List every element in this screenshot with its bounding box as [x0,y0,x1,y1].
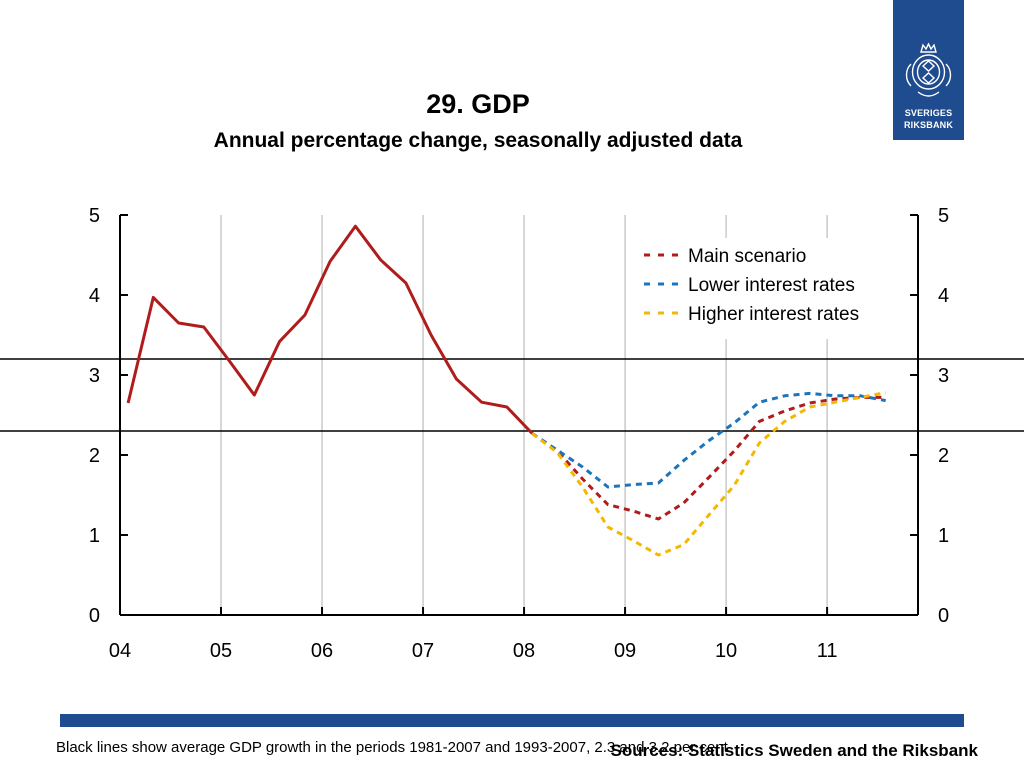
y-tick-label-right: 0 [938,605,949,627]
logo-line-2: RIKSBANK [903,120,954,130]
x-tick-label: 09 [614,640,636,662]
series-line-lower-interest-rates [531,391,886,489]
series-line-higher-interest-rates [531,391,886,557]
riksbank-logo: SVERIGES RIKSBANK [893,0,964,140]
y-tick-label-left: 3 [89,365,100,387]
x-tick-label: 05 [210,640,232,662]
x-tick-label: 06 [311,640,333,662]
source-note: Sources: Statistics Sweden and the Riksb… [610,741,978,760]
x-tick-label: 04 [109,640,131,662]
chart-title: 29. GDP [426,89,530,119]
y-tick-label-right: 5 [938,205,949,227]
footnote: Black lines show average GDP growth in t… [56,739,728,756]
legend-label: Lower interest rates [688,275,855,296]
x-tick-label: 07 [412,640,434,662]
logo-line-1: SVERIGES [904,108,953,118]
reference-lines [0,358,1024,432]
chart-subtitle: Annual percentage change, seasonally adj… [213,129,743,152]
y-tick-label-right: 3 [938,365,949,387]
legend-label: Main scenario [688,246,806,267]
y-tick-label-left: 4 [89,285,100,307]
axes: 0 01 12 23 34 45 504 05 06 07 08 09 10 11 [89,205,949,662]
series-layer [126,224,886,557]
legend: Main scenario Lower interest rates Higher … [628,238,900,339]
gdp-line-chart: 0 01 12 23 34 45 504 05 06 07 08 09 10 11 Main scenar… [0,205,1024,662]
x-tick-label: 11 [817,640,838,662]
y-tick-label-left: 5 [89,205,100,227]
riksbank-emblem-icon [905,42,952,97]
x-tick-label: 10 [715,640,737,662]
series-line-outcome [126,224,534,435]
legend-label: Higher interest rates [688,304,859,325]
y-tick-label-right: 1 [938,525,949,547]
y-tick-label-left: 0 [89,605,100,627]
x-tick-label: 08 [513,640,535,662]
y-tick-label-right: 4 [938,285,949,307]
series-line-main-scenario [531,395,886,521]
y-tick-label-left: 2 [89,445,100,467]
y-tick-label-right: 2 [938,445,949,467]
y-tick-label-left: 1 [89,525,100,547]
footer-bar [60,714,964,727]
